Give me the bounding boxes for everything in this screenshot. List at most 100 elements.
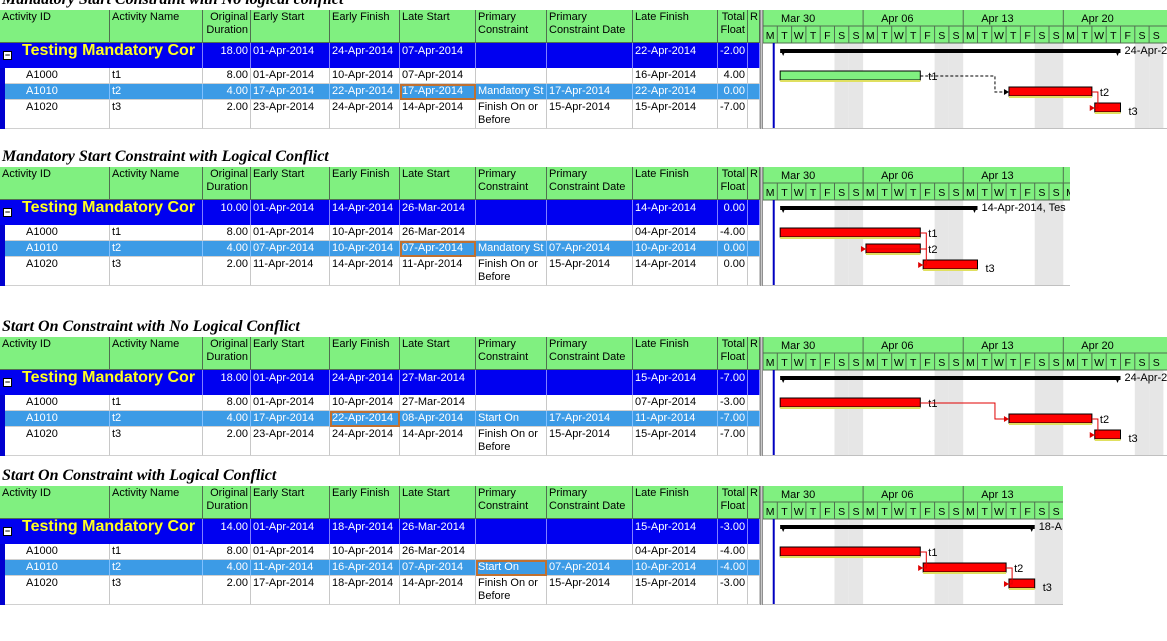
cell-primary-constraint[interactable]: Finish On or Before — [476, 100, 547, 129]
pane-splitter[interactable] — [760, 10, 763, 129]
cell-primary-constraint-date[interactable]: 17-Apr-2014 — [547, 84, 633, 100]
cell-original-duration[interactable]: 2.00 — [203, 427, 251, 456]
cell-total-float[interactable]: -7.00 — [718, 100, 748, 129]
column-header-late-start[interactable]: Late Start — [400, 486, 476, 519]
cell-primary-constraint-date[interactable]: 15-Apr-2014 — [547, 576, 633, 605]
cell-activity-name[interactable]: t2 — [110, 560, 203, 576]
cell-late-finish[interactable]: 07-Apr-2014 — [633, 395, 718, 411]
pane-splitter[interactable] — [760, 486, 763, 605]
cell-early-start[interactable]: 17-Apr-2014 — [251, 576, 330, 605]
cell-early-finish[interactable]: 10-Apr-2014 — [330, 395, 400, 411]
column-header-early-finish[interactable]: Early Finish — [330, 337, 400, 370]
cell-primary-constraint[interactable]: Start On — [476, 411, 547, 427]
pane-splitter[interactable] — [760, 337, 763, 456]
cell-early-start[interactable]: 11-Apr-2014 — [251, 560, 330, 576]
cell-primary-constraint[interactable]: Mandatory St — [476, 241, 547, 257]
column-header-late-finish[interactable]: Late Finish — [633, 10, 718, 43]
cell-late-finish[interactable]: 14-Apr-2014 — [633, 257, 718, 286]
cell-primary-constraint-date[interactable] — [547, 395, 633, 411]
cell-early-finish[interactable]: 24-Apr-2014 — [330, 100, 400, 129]
cell-early-finish[interactable]: 18-Apr-2014 — [330, 576, 400, 605]
collapse-toggle-icon[interactable]: − — [3, 377, 12, 387]
cell-original-duration[interactable]: 8.00 — [203, 544, 251, 560]
column-header-r[interactable]: R — [748, 167, 760, 200]
cell-activity-id[interactable]: A1000 — [0, 225, 110, 241]
cell-original-duration[interactable]: 2.00 — [203, 257, 251, 286]
column-header-early-finish[interactable]: Early Finish — [330, 10, 400, 43]
cell-early-finish[interactable]: 22-Apr-2014 — [330, 84, 400, 100]
cell-primary-constraint[interactable]: Mandatory St — [476, 84, 547, 100]
column-header-late-finish[interactable]: Late Finish — [633, 337, 718, 370]
cell-original-duration[interactable]: 2.00 — [203, 576, 251, 605]
cell-primary-constraint[interactable] — [476, 544, 547, 560]
cell-activity-name[interactable]: t2 — [110, 411, 203, 427]
column-header-activity-id[interactable]: Activity ID — [0, 486, 110, 519]
cell-primary-constraint[interactable]: Finish On or Before — [476, 257, 547, 286]
column-header-late-start[interactable]: Late Start — [400, 10, 476, 43]
cell-late-start[interactable]: 27-Mar-2014 — [400, 395, 476, 411]
cell-late-finish[interactable]: 16-Apr-2014 — [633, 68, 718, 84]
cell-primary-constraint-date[interactable]: 15-Apr-2014 — [547, 257, 633, 286]
cell-activity-name[interactable]: t3 — [110, 576, 203, 605]
cell-early-finish[interactable]: 14-Apr-2014 — [330, 257, 400, 286]
cell-early-finish[interactable]: 16-Apr-2014 — [330, 560, 400, 576]
column-header-primary-constraint[interactable]: Primary Constraint — [476, 486, 547, 519]
cell-original-duration[interactable]: 4.00 — [203, 241, 251, 257]
column-header-primary-constraint-date[interactable]: Primary Constraint Date — [547, 337, 633, 370]
cell-late-start[interactable]: 17-Apr-2014 — [400, 84, 476, 100]
cell-activity-id[interactable]: A1010 — [0, 560, 110, 576]
cell-late-finish[interactable]: 15-Apr-2014 — [633, 427, 718, 456]
cell-early-finish[interactable]: 10-Apr-2014 — [330, 225, 400, 241]
cell-early-start[interactable]: 17-Apr-2014 — [251, 84, 330, 100]
cell-late-finish[interactable]: 04-Apr-2014 — [633, 225, 718, 241]
cell-early-start[interactable]: 07-Apr-2014 — [251, 241, 330, 257]
cell-late-finish[interactable]: 10-Apr-2014 — [633, 560, 718, 576]
column-header-total-float[interactable]: Total Float — [718, 167, 748, 200]
cell-activity-id[interactable]: A1010 — [0, 241, 110, 257]
cell-activity-id[interactable]: A1020 — [0, 576, 110, 605]
column-header-total-float[interactable]: Total Float — [718, 486, 748, 519]
cell-late-start[interactable]: 07-Apr-2014 — [400, 560, 476, 576]
cell-late-start[interactable]: 14-Apr-2014 — [400, 576, 476, 605]
cell-early-start[interactable]: 01-Apr-2014 — [251, 395, 330, 411]
column-header-total-float[interactable]: Total Float — [718, 337, 748, 370]
cell-activity-id[interactable]: A1020 — [0, 100, 110, 129]
cell-early-start[interactable]: 17-Apr-2014 — [251, 411, 330, 427]
pane-splitter[interactable] — [760, 167, 763, 286]
cell-late-finish[interactable]: 04-Apr-2014 — [633, 544, 718, 560]
cell-late-start[interactable]: 26-Mar-2014 — [400, 544, 476, 560]
cell-primary-constraint[interactable]: Finish On or Before — [476, 576, 547, 605]
cell-total-float[interactable]: 0.00 — [718, 84, 748, 100]
column-header-original-duration[interactable]: Original Duration — [203, 10, 251, 43]
cell-activity-id[interactable]: A1020 — [0, 427, 110, 456]
column-header-primary-constraint[interactable]: Primary Constraint — [476, 167, 547, 200]
collapse-toggle-icon[interactable]: − — [3, 526, 12, 536]
cell-original-duration[interactable]: 8.00 — [203, 395, 251, 411]
column-header-original-duration[interactable]: Original Duration — [203, 167, 251, 200]
cell-activity-id[interactable]: A1010 — [0, 411, 110, 427]
column-header-activity-id[interactable]: Activity ID — [0, 337, 110, 370]
cell-activity-name[interactable]: t1 — [110, 544, 203, 560]
cell-primary-constraint-date[interactable] — [547, 225, 633, 241]
cell-early-start[interactable]: 23-Apr-2014 — [251, 427, 330, 456]
cell-early-finish[interactable]: 10-Apr-2014 — [330, 241, 400, 257]
column-header-r[interactable]: R — [748, 486, 760, 519]
column-header-early-start[interactable]: Early Start — [251, 337, 330, 370]
collapse-toggle-icon[interactable]: − — [3, 207, 12, 217]
cell-total-float[interactable]: -3.00 — [718, 395, 748, 411]
cell-total-float[interactable]: -4.00 — [718, 544, 748, 560]
cell-total-float[interactable]: 0.00 — [718, 241, 748, 257]
cell-activity-name[interactable]: t3 — [110, 257, 203, 286]
column-header-late-finish[interactable]: Late Finish — [633, 486, 718, 519]
cell-total-float[interactable]: 4.00 — [718, 68, 748, 84]
cell-late-start[interactable]: 14-Apr-2014 — [400, 100, 476, 129]
cell-late-finish[interactable]: 22-Apr-2014 — [633, 84, 718, 100]
cell-activity-name[interactable]: t1 — [110, 225, 203, 241]
cell-original-duration[interactable]: 8.00 — [203, 68, 251, 84]
cell-total-float[interactable]: -7.00 — [718, 427, 748, 456]
cell-late-start[interactable]: 14-Apr-2014 — [400, 427, 476, 456]
cell-early-finish[interactable]: 22-Apr-2014 — [330, 411, 400, 427]
cell-activity-id[interactable]: A1010 — [0, 84, 110, 100]
cell-original-duration[interactable]: 8.00 — [203, 225, 251, 241]
column-header-r[interactable]: R — [748, 10, 760, 43]
